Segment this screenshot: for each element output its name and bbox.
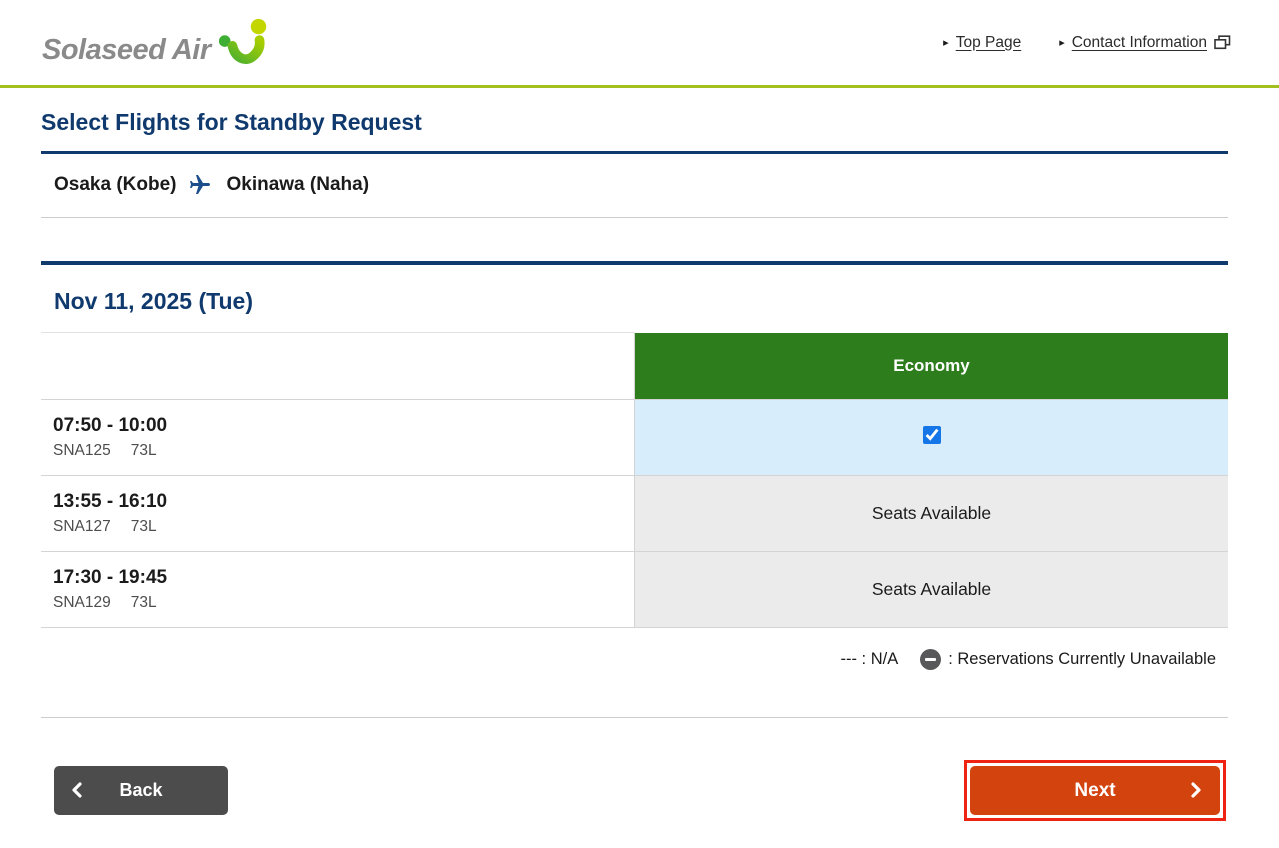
back-button[interactable]: Back bbox=[54, 766, 228, 815]
next-button-highlight: Next bbox=[964, 760, 1226, 821]
flight-row: 17:30 - 19:45 SNA129 73L Seats Available bbox=[41, 551, 1228, 628]
route-from: Osaka (Kobe) bbox=[54, 174, 177, 195]
page-title: Select Flights for Standby Request bbox=[41, 109, 1228, 154]
logo-text: Solaseed Air bbox=[42, 33, 211, 66]
legend-na: --- : N/A bbox=[840, 650, 899, 668]
flight-meta: SNA129 73L bbox=[53, 594, 634, 612]
header-nav: ▸ Top Page ▸ Contact Information bbox=[943, 34, 1231, 52]
back-label: Back bbox=[119, 780, 163, 800]
legend-unavailable: : Reservations Currently Unavailable bbox=[948, 650, 1216, 668]
contact-information-link[interactable]: ▸ Contact Information bbox=[1059, 34, 1231, 52]
flight-time: 07:50 - 10:00 bbox=[53, 415, 168, 436]
flight-meta: SNA125 73L bbox=[53, 442, 634, 460]
top-page-label: Top Page bbox=[955, 33, 1022, 51]
flight-time: 17:30 - 19:45 bbox=[53, 567, 168, 588]
contact-information-label: Contact Information bbox=[1071, 33, 1207, 51]
triangle-bullet-icon: ▸ bbox=[943, 37, 949, 49]
flight-number: SNA127 bbox=[53, 518, 111, 535]
economy-availability-cell[interactable]: Seats Available bbox=[634, 475, 1228, 552]
flight-meta: SNA127 73L bbox=[53, 518, 634, 536]
section-rule bbox=[41, 261, 1228, 265]
economy-availability-cell[interactable] bbox=[634, 399, 1228, 476]
economy-column-header: Economy bbox=[634, 332, 1228, 400]
route-banner: Osaka (Kobe) Okinawa (Naha) bbox=[41, 154, 1228, 218]
flight-info-cell: 07:50 - 10:00 SNA125 73L bbox=[41, 399, 635, 476]
blank-header-cell bbox=[41, 332, 635, 400]
flight-number: SNA125 bbox=[53, 442, 111, 459]
flight-number: SNA129 bbox=[53, 594, 111, 611]
solaseed-swoosh-icon bbox=[218, 18, 266, 64]
table-header-row: Economy bbox=[41, 332, 1228, 400]
action-bar: Back Next bbox=[41, 760, 1228, 821]
flight-row: 07:50 - 10:00 SNA125 73L bbox=[41, 399, 1228, 476]
flight-table: Economy 07:50 - 10:00 SNA125 73L 13:55 - … bbox=[41, 332, 1228, 628]
flight-info-cell: 17:30 - 19:45 SNA129 73L bbox=[41, 551, 635, 628]
date-heading: Nov 11, 2025 (Tue) bbox=[54, 288, 253, 314]
triangle-bullet-icon: ▸ bbox=[1059, 37, 1065, 49]
flight-info-cell: 13:55 - 16:10 SNA127 73L bbox=[41, 475, 635, 552]
chevron-left-icon bbox=[72, 782, 82, 798]
bottom-divider bbox=[41, 717, 1228, 718]
top-page-link[interactable]: ▸ Top Page bbox=[943, 34, 1021, 52]
minus-circle-icon bbox=[920, 649, 942, 670]
legend: --- : N/A : Reservations Currently Unava… bbox=[41, 649, 1228, 670]
route-to: Okinawa (Naha) bbox=[226, 174, 370, 195]
aircraft-type: 73L bbox=[130, 442, 157, 459]
flight-row: 13:55 - 16:10 SNA127 73L Seats Available bbox=[41, 475, 1228, 552]
aircraft-type: 73L bbox=[130, 518, 157, 535]
chevron-right-icon bbox=[1191, 782, 1201, 798]
aircraft-type: 73L bbox=[130, 594, 157, 611]
economy-availability-cell[interactable]: Seats Available bbox=[634, 551, 1228, 628]
solaseed-logo[interactable]: Solaseed Air bbox=[42, 15, 273, 71]
new-window-icon bbox=[1214, 35, 1231, 50]
flight-select-checkbox[interactable] bbox=[922, 426, 941, 444]
header: Solaseed Air ▸ Top Page ▸ Contact Inform… bbox=[0, 0, 1279, 88]
next-label: Next bbox=[1074, 779, 1116, 801]
main-content: Select Flights for Standby Request Osaka… bbox=[0, 109, 1279, 821]
next-button[interactable]: Next bbox=[970, 766, 1220, 815]
flight-time: 13:55 - 16:10 bbox=[53, 491, 168, 512]
airplane-icon bbox=[190, 175, 211, 194]
